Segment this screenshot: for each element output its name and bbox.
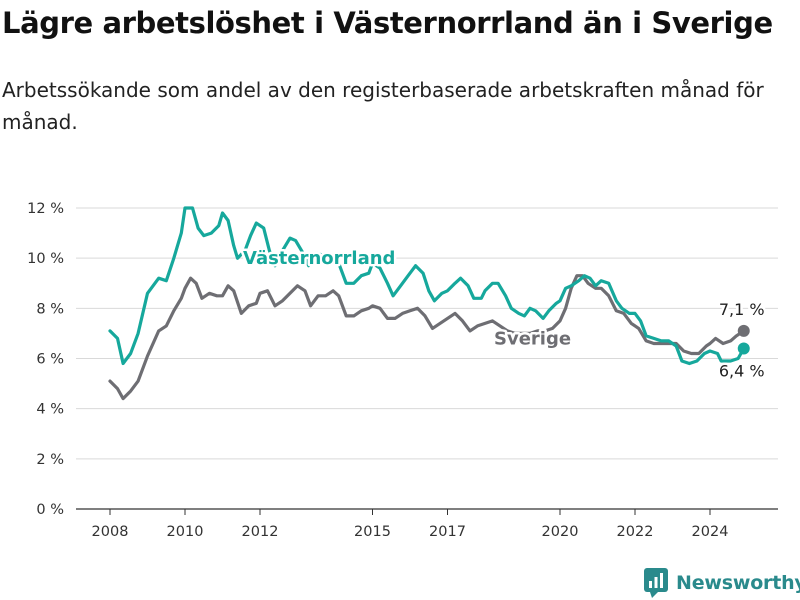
y-tick-label: 4 %: [36, 402, 64, 418]
chart-subtitle: Arbetssökande som andel av den registerb…: [2, 78, 764, 134]
end-value-label-sverige: 7,1 %: [719, 300, 765, 319]
brand-logo: Newsworthy: [644, 566, 800, 600]
x-tick-label: 2022: [617, 524, 654, 540]
x-tick-label: 2024: [692, 524, 729, 540]
brand-name: Newsworthy: [676, 572, 800, 594]
series-label-vasternorrland: Västernorrland: [243, 248, 395, 269]
y-tick-label: 2 %: [36, 452, 64, 468]
x-tick-label: 2020: [542, 524, 579, 540]
end-value-label-vasternorrland: 6,4 %: [719, 361, 765, 380]
y-tick-label: 0 %: [36, 502, 64, 518]
x-tick-label: 2015: [354, 524, 391, 540]
endpoint-marker-sverige: [737, 324, 750, 337]
endpoint-marker-v-sternorrland: [737, 342, 750, 355]
y-tick-label: 12 %: [27, 201, 64, 217]
series-line-v-sternorrland: [108, 206, 746, 366]
x-tick-label: 2008: [92, 524, 129, 540]
chart-title: Lägre arbetslöshet i Västernorrland än i…: [2, 6, 773, 40]
label-layer: Västernorrland Sverige 7,1 % 6,4 %: [241, 246, 768, 383]
series-line-sverige: [108, 274, 746, 401]
series-label-sverige: Sverige: [494, 328, 571, 349]
x-tick-label: 2010: [167, 524, 204, 540]
newsworthy-logo-icon: [644, 568, 668, 598]
y-tick-label: 8 %: [36, 301, 64, 317]
y-tick-label: 10 %: [27, 251, 64, 267]
x-tick-label: 2017: [429, 524, 466, 540]
series-layer: [108, 206, 750, 401]
x-tick-label: 2012: [242, 524, 279, 540]
axis-layer: 0 % 2 % 4 % 6 % 8 % 10 % 12 % 2008 2010 2012 2015 2…: [27, 201, 728, 540]
grid-layer: [76, 207, 778, 510]
y-tick-label: 6 %: [36, 352, 64, 368]
